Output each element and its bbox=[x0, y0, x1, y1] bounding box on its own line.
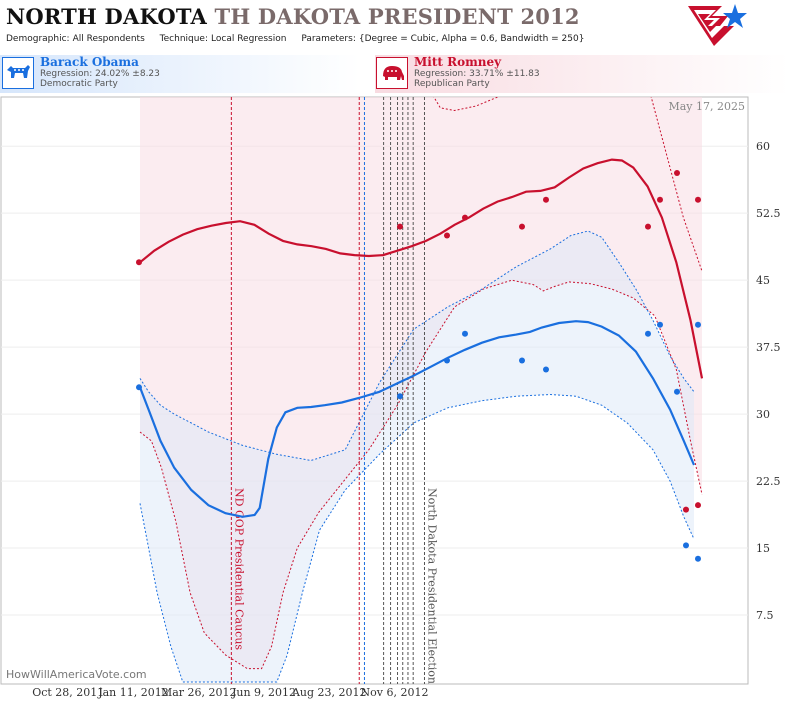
elephant-icon bbox=[376, 57, 408, 89]
y-tick-label: 45 bbox=[756, 274, 770, 287]
obama-poll-point bbox=[136, 384, 142, 391]
x-tick-label: Oct 28, 2011 bbox=[32, 686, 104, 699]
param-key: Technique: bbox=[159, 34, 209, 44]
y-tick-label: 60 bbox=[756, 140, 770, 153]
candidate-party: Republican Party bbox=[414, 79, 490, 89]
y-tick-label: 37.5 bbox=[756, 341, 781, 354]
y-tick-label: 7.5 bbox=[756, 609, 774, 622]
x-tick-label: Mar 26, 2012 bbox=[161, 686, 237, 699]
candidate-bar: Barack Obama Regression: 24.02% ±8.23 De… bbox=[0, 55, 789, 93]
obama-poll-point bbox=[695, 321, 701, 328]
star-logo-icon bbox=[688, 4, 747, 46]
candidate-name: Mitt Romney bbox=[414, 55, 502, 69]
header: NORTH DAKOTA TH DAKOTA PRESIDENT 2012 De… bbox=[0, 0, 789, 52]
obama-poll-point bbox=[657, 321, 663, 328]
obama-poll-point bbox=[695, 555, 701, 562]
x-tick-label: Jun 9, 2012 bbox=[231, 686, 296, 699]
obama-poll-point bbox=[674, 388, 680, 395]
romney-poll-point bbox=[695, 196, 701, 203]
date-stamp: May 17, 2025 bbox=[668, 100, 745, 113]
romney-poll-point bbox=[543, 196, 549, 203]
romney-poll-point bbox=[462, 214, 468, 221]
obama-trend-line bbox=[138, 320, 696, 518]
romney-poll-point bbox=[444, 232, 450, 239]
y-tick-label: 22.5 bbox=[756, 475, 781, 488]
candidate-name: Barack Obama bbox=[40, 55, 139, 69]
romney-poll-point bbox=[657, 196, 663, 203]
obama-band-lower bbox=[139, 393, 695, 683]
romney-poll-point bbox=[683, 506, 689, 513]
y-tick-label: 30 bbox=[756, 408, 770, 421]
candidate-party: Democratic Party bbox=[40, 79, 118, 89]
romney-trend-line bbox=[139, 158, 704, 379]
parameters-line: Demographic: All Respondents Technique: Lo… bbox=[6, 34, 596, 44]
x-tick-label: Aug 23, 2012 bbox=[291, 686, 367, 699]
romney-poll-point bbox=[397, 223, 403, 230]
page-title: NORTH DAKOTA TH DAKOTA PRESIDENT 2012 bbox=[6, 4, 580, 29]
obama-poll-point bbox=[543, 366, 549, 373]
romney-band-lower bbox=[139, 279, 703, 670]
obama-poll-point bbox=[519, 357, 525, 364]
obama-poll-point bbox=[462, 330, 468, 337]
candidate-bar-background bbox=[0, 55, 789, 93]
x-tick-label: Jan 11, 2012 bbox=[97, 686, 169, 699]
donkey-icon bbox=[2, 57, 34, 89]
candidate-regression: Regression: 24.02% ±8.23 bbox=[40, 69, 160, 79]
romney-poll-point bbox=[519, 223, 525, 230]
param-value: {Degree = Cubic, Alpha = 0.6, Bandwidth … bbox=[358, 34, 585, 44]
y-tick-label: 52.5 bbox=[756, 207, 781, 220]
obama-poll-point bbox=[397, 393, 403, 400]
title-race: TH DAKOTA PRESIDENT 2012 bbox=[214, 4, 580, 29]
romney-band-upper-right bbox=[650, 97, 703, 272]
event-label: ND GOP Presidential Caucus bbox=[232, 488, 245, 650]
romney-poll-point bbox=[695, 502, 701, 509]
y-tick-label: 15 bbox=[756, 542, 770, 555]
romney-poll-point bbox=[674, 169, 680, 176]
param-value: Local Regression bbox=[211, 34, 287, 44]
param-value: All Respondents bbox=[72, 34, 145, 44]
polling-chart: ND GOP Presidential Caucus North Dakota P… bbox=[0, 96, 781, 699]
obama-poll-point bbox=[444, 357, 450, 364]
event-label: North Dakota Presidential Election bbox=[425, 488, 438, 684]
candidate-regression: Regression: 33.71% ±11.83 bbox=[414, 69, 540, 79]
romney-poll-point bbox=[645, 223, 651, 230]
obama-band-upper bbox=[139, 230, 695, 462]
x-tick-label: Nov 6, 2012 bbox=[361, 686, 429, 699]
obama-poll-point bbox=[683, 542, 689, 549]
romney-poll-point bbox=[136, 259, 142, 266]
param-key: Parameters: bbox=[301, 34, 356, 44]
obama-band bbox=[140, 231, 694, 682]
plot-area: ND GOP Presidential Caucus North Dakota P… bbox=[1, 97, 748, 684]
obama-poll-point bbox=[645, 330, 651, 337]
title-state: NORTH DAKOTA bbox=[6, 4, 208, 29]
param-key: Demographic: bbox=[6, 34, 70, 44]
watermark: HowWillAmericaVote.com bbox=[6, 668, 147, 681]
